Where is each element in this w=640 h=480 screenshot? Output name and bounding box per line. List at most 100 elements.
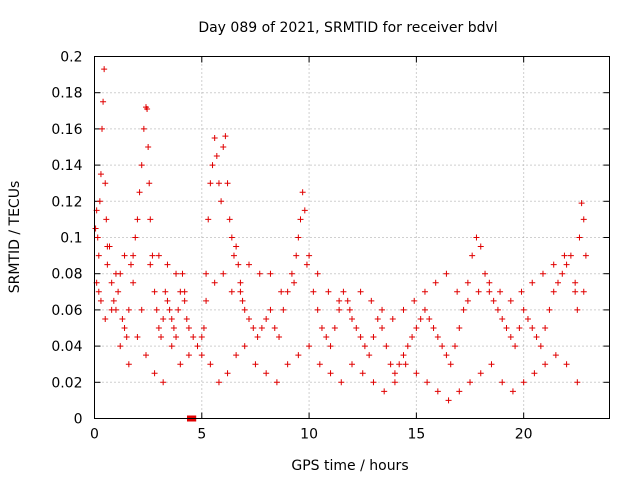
data-point [357, 334, 364, 341]
data-point [108, 306, 115, 313]
data-point [353, 325, 360, 331]
data-point [374, 315, 381, 322]
data-point [331, 325, 338, 331]
data-point [207, 361, 214, 368]
data-point [473, 234, 480, 241]
x-tick-label: 10 [300, 427, 318, 443]
data-point [276, 334, 283, 341]
data-point [452, 343, 458, 350]
data-point [246, 315, 252, 322]
y-tick-label: 0.12 [51, 194, 82, 210]
data-point [383, 343, 390, 350]
data-point [222, 133, 229, 140]
data-point [338, 379, 345, 386]
data-point [318, 325, 325, 331]
data-point [127, 261, 134, 268]
y-tick-label: 0.2 [60, 50, 82, 66]
data-point [96, 198, 103, 205]
data-point [213, 153, 220, 160]
data-point [256, 270, 263, 277]
data-point [400, 306, 407, 313]
data-point [130, 279, 137, 286]
data-point [325, 288, 332, 295]
data-point [177, 361, 184, 368]
data-point [258, 325, 265, 331]
data-point [323, 334, 330, 341]
data-point [531, 370, 538, 377]
data-point [563, 361, 570, 368]
data-point [349, 315, 355, 322]
y-tick-label: 0.14 [51, 158, 82, 174]
data-point [144, 105, 151, 112]
data-point [460, 306, 467, 313]
y-tick-label: 0.06 [51, 303, 82, 319]
data-point [563, 261, 570, 268]
data-point [411, 297, 418, 304]
data-point [125, 306, 132, 313]
data-point [499, 379, 506, 386]
data-point [299, 189, 306, 196]
data-point [134, 334, 141, 341]
data-point [387, 361, 394, 368]
data-point [439, 343, 446, 350]
data-point [263, 370, 270, 377]
data-point [228, 234, 235, 241]
data-point [250, 325, 257, 331]
data-point [203, 297, 210, 304]
data-point [164, 261, 171, 268]
data-point [533, 334, 540, 341]
data-point [518, 288, 525, 295]
data-point [203, 270, 210, 277]
data-point [291, 279, 298, 286]
data-point [467, 379, 474, 386]
data-point [97, 171, 104, 178]
y-axis-label: SRMTID / TECUs [7, 181, 23, 294]
data-point [220, 144, 227, 150]
data-point [336, 297, 343, 304]
data-point [327, 370, 334, 377]
data-point [104, 243, 111, 250]
data-point [237, 288, 244, 295]
data-point [349, 361, 355, 368]
data-point [147, 261, 154, 268]
data-point [314, 270, 321, 277]
data-point [464, 297, 471, 304]
x-tick-label: 20 [515, 427, 533, 443]
data-point [359, 370, 366, 377]
data-point [561, 252, 568, 259]
x-tick-label: 15 [407, 427, 425, 443]
data-point [357, 288, 364, 295]
data-point [293, 252, 300, 259]
data-point [151, 288, 158, 295]
data-point [158, 334, 165, 341]
data-point [574, 306, 581, 313]
data-point [434, 334, 441, 341]
data-point [306, 252, 313, 259]
y-tick-label: 0.02 [51, 375, 82, 391]
data-point [97, 297, 104, 304]
chart-title: Day 089 of 2021, SRMTID for receiver bdv… [198, 20, 497, 36]
data-point [370, 379, 377, 386]
data-point [421, 306, 428, 313]
data-point [224, 370, 231, 377]
data-point [578, 200, 585, 207]
data-point [123, 334, 130, 341]
plot-frame [94, 56, 610, 419]
data-point [381, 388, 388, 395]
data-point [108, 279, 115, 286]
data-point [235, 261, 242, 268]
data-point [153, 306, 160, 313]
data-point [140, 125, 147, 132]
data-point [512, 343, 519, 350]
data-point [370, 334, 377, 341]
data-point [273, 379, 280, 386]
data-point [198, 334, 205, 341]
data-point [254, 334, 261, 341]
data-point [168, 315, 175, 322]
data-point [267, 270, 274, 277]
data-point [101, 66, 108, 73]
data-point [170, 325, 177, 331]
data-point [119, 315, 126, 322]
data-point [454, 288, 461, 295]
data-point [486, 279, 493, 286]
